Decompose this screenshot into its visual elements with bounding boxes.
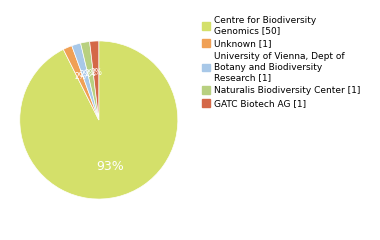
- Text: 2%: 2%: [85, 69, 97, 78]
- Text: 2%: 2%: [79, 70, 91, 79]
- Legend: Centre for Biodiversity
Genomics [50], Unknown [1], University of Vienna, Dept o: Centre for Biodiversity Genomics [50], U…: [202, 16, 360, 108]
- Text: 93%: 93%: [96, 160, 124, 173]
- Wedge shape: [90, 41, 99, 120]
- Wedge shape: [72, 43, 99, 120]
- Wedge shape: [63, 46, 99, 120]
- Text: 2%: 2%: [74, 72, 86, 81]
- Text: 2%: 2%: [90, 68, 102, 77]
- Wedge shape: [81, 42, 99, 120]
- Wedge shape: [20, 41, 178, 199]
